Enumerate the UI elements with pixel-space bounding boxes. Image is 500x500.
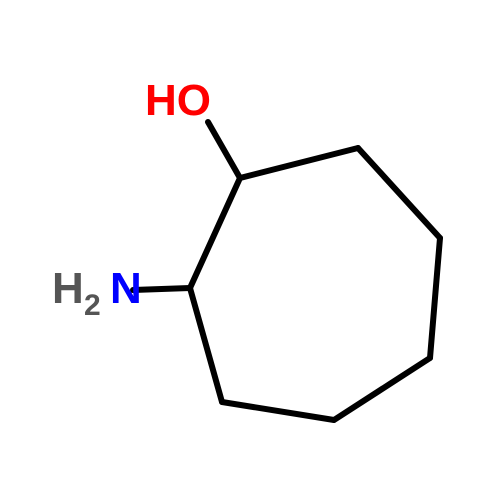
bond-C1-OH_anchor: [208, 122, 240, 178]
bond-C4-C5: [334, 358, 430, 420]
label-OH: HO: [145, 76, 211, 125]
bond-C6-C7: [190, 288, 222, 402]
label-N: N: [110, 264, 142, 313]
label-H2: H: [52, 264, 84, 313]
bond-C2-C3: [358, 148, 440, 238]
bond-C5-C6: [222, 402, 334, 420]
bond-C7-C1: [190, 178, 240, 288]
bond-C3-C4: [430, 238, 440, 358]
molecule-canvas: HO NH2: [0, 0, 500, 500]
bonds-layer: [133, 122, 440, 420]
label-H2s: 2: [84, 289, 101, 322]
bond-C1-C2: [240, 148, 358, 178]
